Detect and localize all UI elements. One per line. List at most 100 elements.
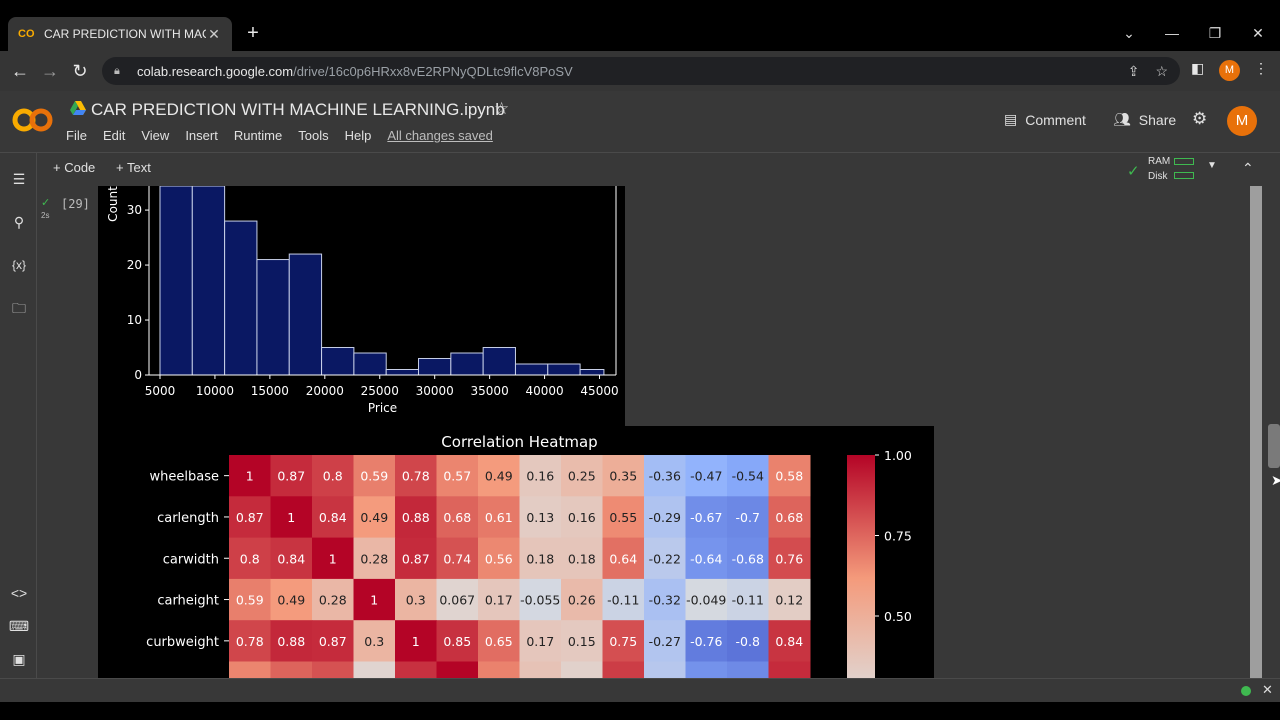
resources-indicator[interactable]: ✓ RAM Disk ▼ — [1127, 155, 1267, 183]
comment-button[interactable]: ▤ Comment — [1004, 111, 1086, 128]
forward-arrow-icon[interactable]: → — [41, 61, 59, 81]
add-code-cell-button[interactable]: + Code — [53, 160, 96, 175]
heatmap-cell-label: 0.55 — [609, 510, 637, 525]
star-icon[interactable]: ☆ — [494, 99, 510, 118]
account-avatar[interactable]: M — [1227, 106, 1257, 136]
terminal-icon[interactable]: ▣ — [12, 651, 26, 667]
x-tick-label: 40000 — [525, 384, 563, 398]
cell-run-status[interactable]: ✓ 2s — [41, 196, 50, 221]
close-tab-icon[interactable]: ✕ — [208, 25, 220, 42]
mouse-cursor-icon: ➤ — [1271, 472, 1280, 488]
share-page-icon[interactable]: ⇪ — [1127, 62, 1140, 79]
heatmap-cell-label: 0.3 — [364, 634, 384, 649]
heatmap-cell-label: 1 — [370, 593, 378, 608]
heatmap-cell — [768, 620, 811, 662]
profile-avatar[interactable]: M — [1219, 60, 1240, 81]
heatmap-cell — [478, 496, 520, 539]
heatmap-cell — [436, 537, 479, 580]
price-histogram: 0 10 20 30 5000 10000 15000 20000 25000 30000 3500… — [98, 186, 625, 426]
more-vert-icon[interactable]: ⋮ — [1254, 60, 1268, 76]
collapse-header-icon[interactable]: ⌃ — [1242, 160, 1254, 176]
add-text-cell-button[interactable]: + Text — [116, 160, 151, 175]
x-tick-label: 20000 — [306, 384, 344, 398]
menu-file[interactable]: File — [66, 128, 87, 143]
menu-edit[interactable]: Edit — [102, 128, 126, 143]
heatmap-cell — [685, 537, 728, 580]
colab-favicon-icon: CO — [18, 28, 35, 40]
address-bar[interactable]: 🔒︎ colab.research.google.com /drive/16c0… — [102, 57, 1180, 85]
histogram-bar — [256, 259, 290, 376]
variables-icon[interactable]: {x} — [11, 258, 26, 272]
heatmap-cell-label: 0.8 — [323, 469, 343, 484]
browser-tab-bar: CO CAR PREDICTION WITH MACHINE LEARNING.… — [0, 0, 1280, 51]
heatmap-cell-label: 0.17 — [485, 593, 513, 608]
notebook-title[interactable]: CAR PREDICTION WITH MACHINE LEARNING.ipy… — [91, 100, 505, 119]
heatmap-cell-label: 0.18 — [568, 551, 596, 566]
search-icon[interactable]: ⚲ — [13, 214, 25, 230]
heatmap-cell — [519, 578, 562, 621]
table-of-contents-icon[interactable]: ☰ — [12, 171, 26, 187]
menu-help[interactable]: Help — [344, 128, 372, 143]
heatmap-cell-label: -0.47 — [690, 469, 722, 484]
heatmap-cell — [270, 578, 313, 621]
bottom-edge — [0, 702, 1280, 720]
notebook-scrollbar[interactable] — [1247, 186, 1265, 678]
reload-icon[interactable]: ↻ — [72, 61, 88, 81]
side-panel-icon[interactable]: ◧ — [1191, 60, 1205, 76]
close-window-icon[interactable]: ✕ — [1252, 25, 1264, 41]
menu-tools[interactable]: Tools — [298, 128, 329, 143]
heatmap-cell — [768, 537, 811, 580]
tab-search-chevron-down-icon[interactable]: ⌄ — [1123, 25, 1135, 41]
heatmap-cell-label: 0.49 — [485, 469, 513, 484]
colab-logo-icon[interactable] — [12, 105, 54, 135]
share-label: Share — [1138, 111, 1177, 128]
back-arrow-icon[interactable]: ← — [11, 61, 29, 81]
browser-toolbar: ← → ↻ 🔒︎ colab.research.google.com /driv… — [0, 51, 1280, 91]
heatmap-cell-label: 0.12 — [775, 593, 803, 608]
heatmap-cell-label: 0.87 — [319, 634, 347, 649]
heatmap-cell-label: 0.28 — [319, 593, 347, 608]
page-scroll-thumb[interactable] — [1268, 424, 1280, 468]
heatmap-cell — [229, 537, 271, 580]
heatmap-cell-label: 0.78 — [402, 469, 430, 484]
new-tab-button[interactable]: + — [247, 22, 259, 44]
save-status[interactable]: All changes saved — [387, 128, 493, 143]
menu-view[interactable]: View — [141, 128, 170, 143]
share-button[interactable]: 👥︎ Share — [1113, 111, 1176, 128]
heatmap-cell — [768, 496, 811, 539]
notebook-scroll-thumb[interactable] — [1250, 186, 1262, 678]
bookmark-star-icon[interactable]: ☆ — [1155, 62, 1168, 79]
disk-meter — [1174, 172, 1194, 179]
settings-gear-icon[interactable]: ⚙ — [1192, 109, 1208, 128]
heatmap-cell-label: 0.84 — [319, 510, 347, 525]
browser-tab[interactable]: CO CAR PREDICTION WITH MACHINE LEARNING.… — [8, 17, 232, 51]
heatmap-cell — [685, 661, 728, 678]
google-drive-icon[interactable] — [70, 101, 86, 115]
heatmap-cell-label: 0.26 — [568, 593, 596, 608]
command-palette-icon[interactable]: ⌨ — [8, 618, 30, 634]
heatmap-cell — [478, 578, 520, 621]
heatmap-cell — [353, 661, 396, 678]
heatmap-cell — [727, 620, 769, 662]
code-snippets-icon[interactable]: <> — [10, 585, 28, 601]
heatmap-cell-label: 0.75 — [609, 634, 637, 649]
heatmap-cell-label: 0.16 — [568, 510, 596, 525]
heatmap-cell-label: 0.68 — [443, 510, 471, 525]
people-icon: 👥︎ — [1113, 111, 1131, 127]
menu-insert[interactable]: Insert — [185, 128, 218, 143]
heatmap-cell — [602, 661, 645, 678]
heatmap-cell-label: 0.067 — [439, 593, 475, 608]
files-folder-icon[interactable]: 🗀︎ — [12, 300, 26, 316]
heatmap-cell — [353, 620, 396, 662]
heatmap-cell — [353, 496, 396, 539]
heatmap-cell — [561, 537, 603, 580]
heatmap-cell-label: 1 — [329, 551, 337, 566]
left-rail: ☰ ⚲ {x} 🗀︎ <> ⌨ ▣ — [0, 153, 37, 678]
heatmap-cell — [478, 620, 520, 662]
minimize-icon[interactable]: — — [1165, 25, 1179, 41]
resources-dropdown-icon[interactable]: ▼ — [1207, 160, 1217, 171]
close-status-icon[interactable]: ✕ — [1262, 682, 1273, 697]
menu-runtime[interactable]: Runtime — [233, 128, 283, 143]
restore-icon[interactable]: ❐ — [1208, 25, 1222, 41]
histogram-svg: 0 10 20 30 5000 10000 15000 20000 25000 30000 3500… — [106, 186, 619, 415]
